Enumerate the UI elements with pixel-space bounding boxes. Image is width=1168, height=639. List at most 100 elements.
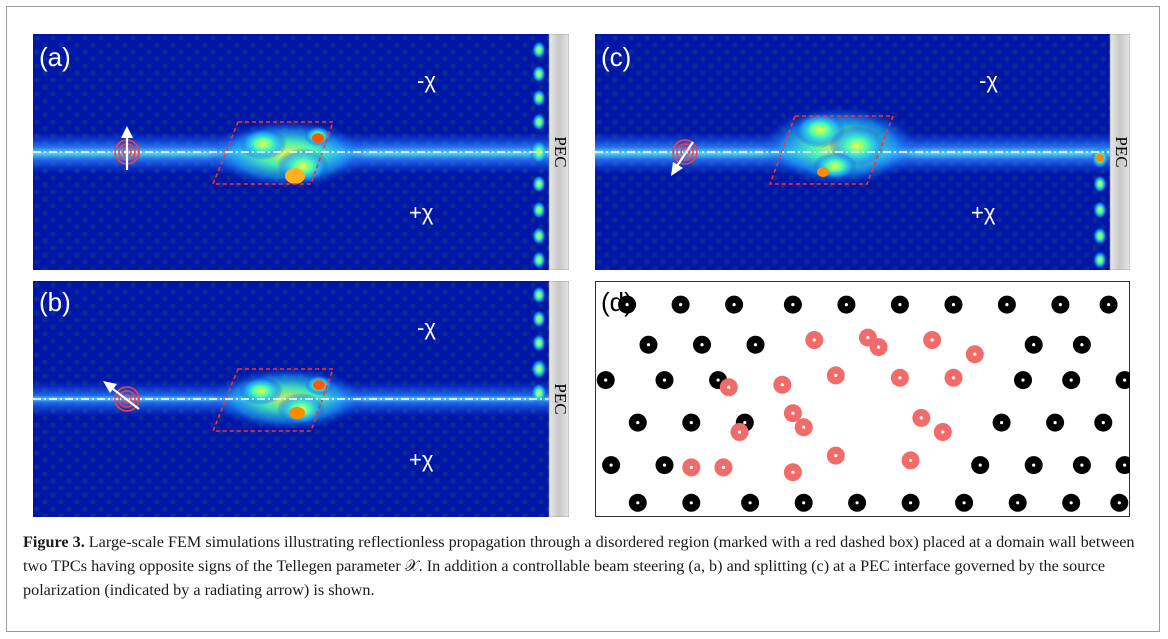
regular-rod <box>628 413 647 432</box>
source-emitter <box>114 386 140 412</box>
regular-rod <box>602 456 621 475</box>
pec-label: PEC <box>551 136 569 167</box>
panel-label: (d) <box>601 287 633 317</box>
regular-rod <box>725 295 744 314</box>
disordered-rod <box>826 446 845 465</box>
regular-rod <box>1115 456 1130 475</box>
regular-rod <box>955 493 974 512</box>
disorder-region-box <box>211 121 335 185</box>
regular-rod <box>1099 295 1118 314</box>
region-bottom-label: +χ <box>409 447 434 472</box>
disordered-rod <box>783 463 802 482</box>
disordered-rod <box>794 418 813 437</box>
regular-rod <box>639 335 658 354</box>
disordered-rod <box>783 404 802 423</box>
disordered-field-hotspots <box>208 120 368 188</box>
regular-rod <box>746 335 765 354</box>
regular-rod <box>628 493 647 512</box>
panel-label: (b) <box>39 287 71 317</box>
panel-b-field-map: PEC (b) -χ +χ <box>33 281 569 517</box>
regular-rod <box>837 295 856 314</box>
regular-rod <box>971 456 990 475</box>
polarization-arrow-icon <box>671 141 694 176</box>
region-bottom-label: +χ <box>971 200 996 225</box>
disorder-region-box <box>211 368 335 432</box>
regular-rod <box>618 295 637 314</box>
regular-rod <box>997 295 1016 314</box>
panel-a-field-map: PEC (a) -χ +χ <box>33 34 569 270</box>
pec-boundary <box>548 281 569 517</box>
polarization-arrow-icon <box>121 126 133 170</box>
regular-rod <box>655 371 674 390</box>
regular-rod <box>693 335 711 354</box>
caption-label: Figure 3. <box>23 533 85 551</box>
regular-rod <box>1008 493 1027 512</box>
pec-boundary <box>548 34 569 270</box>
disordered-rod <box>933 423 952 441</box>
regular-rod <box>794 493 813 512</box>
panel-label: (c) <box>601 42 631 72</box>
source-emitter <box>672 139 698 165</box>
region-top-label: -χ <box>417 68 436 93</box>
regular-rod <box>1014 371 1032 390</box>
regular-rod <box>1094 413 1113 432</box>
regular-rod <box>682 493 701 512</box>
disordered-rod <box>730 423 749 441</box>
disordered-rod <box>923 331 942 349</box>
pec-label: PEC <box>1112 136 1130 167</box>
region-top-label: -χ <box>979 68 998 93</box>
disordered-field-hotspots <box>760 106 920 186</box>
regular-rod <box>890 295 909 314</box>
disordered-rod <box>890 368 909 387</box>
panel-label: (a) <box>39 42 71 72</box>
regular-rod <box>848 493 867 512</box>
figure-panels: PEC (a) -χ +χ <box>33 34 1130 517</box>
regular-rod <box>992 413 1011 432</box>
pec-boundary <box>1109 34 1130 270</box>
regular-rod <box>1062 493 1081 512</box>
disordered-rod <box>912 408 931 427</box>
regular-rod <box>944 295 963 314</box>
disordered-rod <box>714 458 733 477</box>
figure-frame <box>6 6 1160 632</box>
pec-reflection-spots <box>1091 147 1109 269</box>
regular-rod <box>1051 295 1070 314</box>
regular-rod <box>1072 335 1091 354</box>
regular-rod <box>1072 456 1091 475</box>
disordered-rod <box>826 366 845 385</box>
pec-reflection-spots <box>530 41 548 269</box>
disorder-region-box <box>768 115 895 185</box>
polarization-arrow-icon <box>103 381 140 410</box>
region-bottom-label: +χ <box>409 200 434 225</box>
disordered-rod <box>901 451 920 470</box>
disordered-rod <box>773 375 792 394</box>
panel-c-field-map: PEC (c) -χ +χ <box>595 34 1130 270</box>
rods-layer <box>596 295 1130 512</box>
pec-reflection-spots <box>531 286 547 403</box>
figure-caption: Figure 3. Large-scale FEM simulations il… <box>23 530 1143 602</box>
regular-rod <box>1115 371 1130 390</box>
regular-rod <box>1046 413 1065 432</box>
pec-label: PEC <box>551 383 569 414</box>
regular-rod <box>1024 456 1043 475</box>
regular-rod <box>1110 493 1129 512</box>
regular-rod <box>783 295 802 314</box>
disordered-rod <box>682 458 701 477</box>
disordered-rod <box>965 345 984 364</box>
regular-rod <box>1062 371 1081 390</box>
disordered-field-hotspots <box>210 367 366 431</box>
regular-rod <box>1024 335 1043 354</box>
disordered-rod <box>805 331 824 349</box>
regular-rod <box>671 295 690 314</box>
regular-rod <box>596 371 615 390</box>
caption-text: Large-scale FEM simulations illustrating… <box>23 533 1135 599</box>
disordered-rod <box>869 338 888 357</box>
regular-rod <box>682 413 701 432</box>
disordered-rod <box>944 368 963 387</box>
regular-rod <box>655 456 674 475</box>
regular-rod <box>901 493 920 512</box>
disordered-rod <box>719 378 738 397</box>
panel-frame <box>595 281 1130 517</box>
region-top-label: -χ <box>417 315 436 340</box>
panel-d-lattice-schematic: (d) <box>595 281 1130 517</box>
